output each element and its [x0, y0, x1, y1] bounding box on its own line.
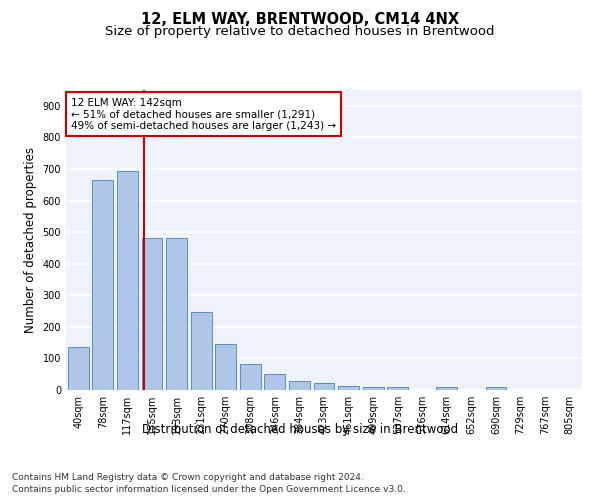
Text: 12 ELM WAY: 142sqm
← 51% of detached houses are smaller (1,291)
49% of semi-deta: 12 ELM WAY: 142sqm ← 51% of detached hou… — [71, 98, 336, 130]
Bar — [240, 364, 261, 390]
Bar — [338, 386, 359, 390]
Text: Distribution of detached houses by size in Brentwood: Distribution of detached houses by size … — [142, 422, 458, 436]
Bar — [362, 387, 383, 390]
Bar — [436, 387, 457, 390]
Bar — [68, 346, 89, 390]
Y-axis label: Number of detached properties: Number of detached properties — [24, 147, 37, 333]
Bar — [92, 180, 113, 390]
Bar — [215, 344, 236, 390]
Bar — [387, 388, 408, 390]
Bar — [117, 171, 138, 390]
Text: Contains HM Land Registry data © Crown copyright and database right 2024.: Contains HM Land Registry data © Crown c… — [12, 472, 364, 482]
Bar — [314, 383, 334, 390]
Bar — [191, 312, 212, 390]
Text: Contains public sector information licensed under the Open Government Licence v3: Contains public sector information licen… — [12, 485, 406, 494]
Bar — [166, 238, 187, 390]
Text: Size of property relative to detached houses in Brentwood: Size of property relative to detached ho… — [105, 25, 495, 38]
Bar — [289, 382, 310, 390]
Text: 12, ELM WAY, BRENTWOOD, CM14 4NX: 12, ELM WAY, BRENTWOOD, CM14 4NX — [141, 12, 459, 28]
Bar — [142, 238, 163, 390]
Bar — [485, 387, 506, 390]
Bar — [265, 374, 286, 390]
